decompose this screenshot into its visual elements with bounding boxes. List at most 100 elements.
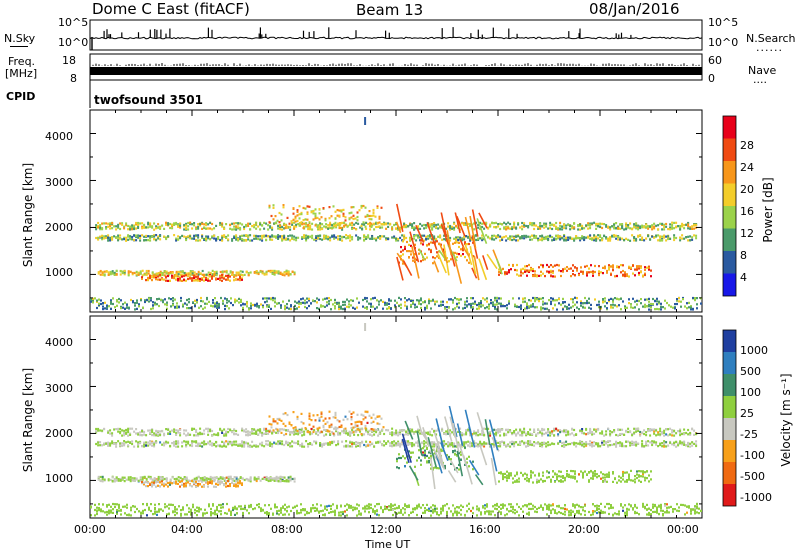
data-cell: [461, 222, 464, 225]
data-cell: [179, 428, 182, 431]
data-cell: [292, 212, 295, 215]
data-cell: [497, 445, 500, 448]
data-cell: [107, 271, 110, 274]
data-cell: [115, 478, 118, 481]
data-cell: [316, 301, 318, 304]
data-cell: [553, 442, 556, 446]
data-cell: [431, 224, 434, 227]
data-cell: [121, 272, 124, 275]
data-cell: [555, 234, 558, 237]
data-cell: [115, 228, 118, 231]
data-cell: [400, 298, 402, 301]
data-cell: [403, 235, 406, 238]
data-cell: [287, 429, 290, 432]
data-cell: [542, 300, 544, 303]
data-cell: [542, 266, 544, 269]
data-cell: [395, 429, 398, 432]
data-cell: [194, 304, 196, 307]
data-cell: [235, 277, 237, 280]
data-cell: [332, 303, 334, 306]
data-cell: [135, 270, 138, 273]
data-cell: [436, 251, 438, 254]
data-cell: [305, 237, 308, 240]
data-cell: [479, 237, 482, 240]
data-cell: [349, 222, 352, 225]
data-cell: [321, 443, 324, 446]
data-cell: [435, 226, 438, 229]
data-cell: [336, 214, 339, 217]
data-cell: [233, 440, 236, 443]
data-cell: [233, 433, 236, 436]
data-cell: [531, 238, 534, 241]
data-cell: [462, 253, 464, 256]
data-cell: [567, 223, 570, 227]
xtick-0: 00:00: [74, 523, 106, 536]
data-cell: [266, 300, 268, 303]
data-cell: [633, 427, 636, 430]
data-cell: [535, 235, 538, 238]
data-cell: [509, 441, 512, 444]
data-cell: [479, 440, 482, 443]
data-cell: [288, 299, 290, 302]
data-cell: [193, 279, 195, 282]
data-cell: [376, 299, 378, 302]
data-cell: [101, 478, 104, 481]
data-cell: [619, 236, 622, 239]
data-cell: [164, 298, 166, 301]
data-cell: [586, 271, 588, 274]
data-cell: [514, 268, 516, 272]
data-cell: [226, 305, 228, 308]
data-cell: [519, 428, 522, 432]
data-cell: [460, 254, 462, 257]
data-cell: [324, 217, 327, 220]
data-cell: [524, 268, 526, 271]
data-cell: [478, 305, 480, 308]
data-cell: [558, 269, 560, 272]
data-cell: [350, 304, 352, 307]
data-cell: [123, 480, 126, 483]
data-cell: [109, 429, 112, 432]
data-cell: [654, 300, 656, 303]
data-cell: [319, 224, 322, 227]
data-cell: [661, 445, 664, 448]
data-cell: [201, 269, 204, 273]
data-cell: [215, 272, 218, 275]
data-cell: [291, 234, 294, 237]
data-cell: [195, 430, 198, 434]
data-cell: [203, 476, 206, 479]
data-cell: [687, 221, 690, 225]
data-cell: [293, 441, 296, 444]
data-cell: [103, 478, 106, 481]
data-cell: [587, 236, 590, 239]
data-cell: [539, 235, 542, 238]
data-cell: [363, 235, 366, 238]
data-cell: [409, 443, 412, 446]
data-cell: [608, 264, 610, 267]
data-cell: [502, 305, 504, 308]
data-cell: [572, 301, 574, 304]
data-cell: [143, 433, 146, 436]
data-cell: [319, 237, 322, 241]
data-cell: [541, 234, 544, 237]
data-cell: [135, 227, 138, 230]
data-cell: [579, 429, 582, 432]
data-cell: [411, 442, 414, 445]
data-cell: [127, 429, 130, 432]
data-cell: [240, 304, 242, 307]
data-cell: [609, 444, 612, 447]
data-cell: [583, 236, 586, 239]
data-cell: [221, 429, 224, 432]
data-cell: [695, 443, 698, 446]
data-cell: [643, 429, 646, 432]
data-cell: [324, 297, 326, 300]
data-cell: [449, 445, 452, 448]
data-cell: [489, 223, 492, 226]
data-cell: [529, 433, 532, 436]
data-cell: [278, 302, 280, 305]
data-cell: [377, 440, 380, 443]
data-cell: [568, 303, 570, 306]
power-cb-tick-16: 16: [740, 205, 754, 218]
data-cell: [473, 222, 476, 225]
data-cell: [238, 297, 240, 300]
data-cell: [187, 479, 190, 482]
